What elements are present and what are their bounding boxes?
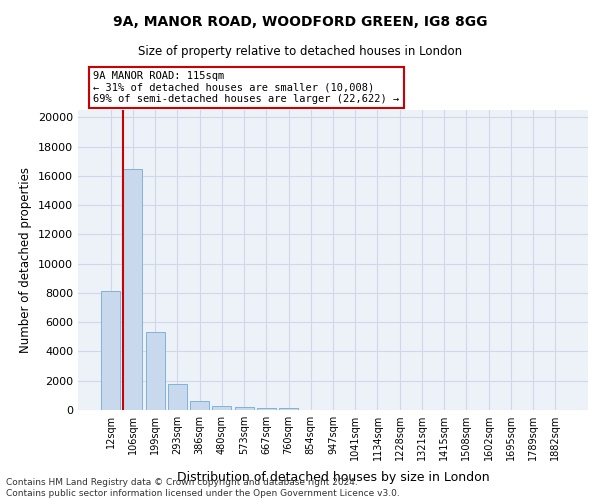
- Text: Contains HM Land Registry data © Crown copyright and database right 2024.
Contai: Contains HM Land Registry data © Crown c…: [6, 478, 400, 498]
- Bar: [279, 408, 298, 410]
- Y-axis label: Number of detached properties: Number of detached properties: [19, 167, 32, 353]
- X-axis label: Distribution of detached houses by size in London: Distribution of detached houses by size …: [176, 472, 490, 484]
- Bar: [101, 292, 120, 410]
- Text: 9A MANOR ROAD: 115sqm
← 31% of detached houses are smaller (10,008)
69% of semi-: 9A MANOR ROAD: 115sqm ← 31% of detached …: [94, 71, 400, 104]
- Bar: [124, 168, 142, 410]
- Bar: [146, 332, 164, 410]
- Text: 9A, MANOR ROAD, WOODFORD GREEN, IG8 8GG: 9A, MANOR ROAD, WOODFORD GREEN, IG8 8GG: [113, 15, 487, 29]
- Text: Size of property relative to detached houses in London: Size of property relative to detached ho…: [138, 45, 462, 58]
- Bar: [212, 406, 231, 410]
- Bar: [168, 384, 187, 410]
- Bar: [190, 401, 209, 410]
- Bar: [235, 408, 254, 410]
- Bar: [257, 408, 276, 410]
